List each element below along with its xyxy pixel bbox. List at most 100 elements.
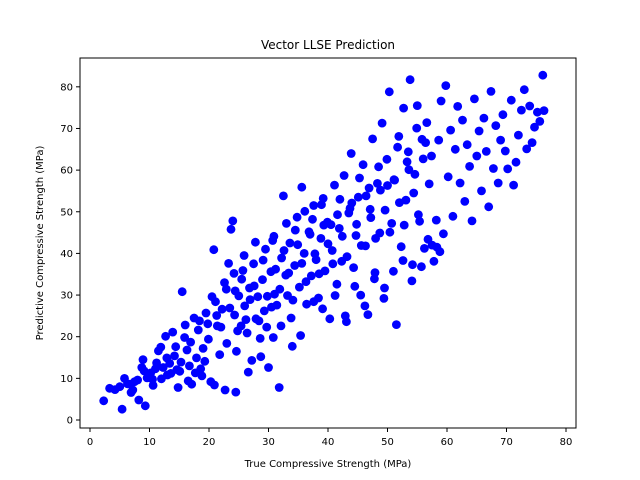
data-point — [484, 202, 494, 212]
data-point — [237, 274, 247, 284]
data-point — [458, 115, 467, 125]
data-point — [380, 283, 389, 293]
data-point — [284, 268, 294, 278]
x-tick-label: 30 — [262, 437, 275, 448]
data-point — [422, 118, 432, 127]
x-tick-label: 50 — [381, 437, 394, 448]
data-point — [176, 357, 186, 367]
chart-title: Vector LLSE Prediction — [261, 38, 395, 52]
data-point — [318, 304, 327, 314]
data-point — [511, 157, 521, 167]
data-point — [293, 240, 303, 250]
data-point — [319, 220, 329, 230]
data-point — [183, 376, 193, 386]
data-point — [314, 269, 324, 279]
data-point — [334, 224, 344, 233]
data-point — [535, 117, 545, 126]
data-point — [309, 201, 319, 210]
data-point — [215, 350, 225, 359]
data-point — [170, 351, 179, 361]
data-point — [220, 278, 229, 287]
data-point — [203, 319, 213, 329]
data-point — [402, 157, 412, 167]
data-point — [360, 301, 370, 311]
data-point — [421, 138, 430, 148]
data-point — [305, 229, 315, 239]
data-point — [418, 154, 428, 164]
data-point — [414, 210, 423, 220]
y-tick-label: 40 — [60, 249, 73, 260]
data-point — [210, 380, 219, 390]
data-point — [201, 308, 211, 318]
data-point — [355, 173, 364, 183]
data-point — [261, 244, 270, 254]
data-point — [371, 234, 380, 243]
data-point — [403, 147, 413, 157]
x-tick-label: 0 — [87, 437, 93, 448]
data-point — [395, 198, 404, 208]
data-point — [368, 134, 377, 144]
data-point — [290, 225, 300, 235]
data-point — [408, 260, 417, 270]
data-point — [330, 180, 339, 190]
data-point — [387, 219, 397, 228]
data-point — [233, 326, 243, 336]
data-point — [297, 182, 307, 192]
data-point — [275, 284, 285, 294]
data-point — [207, 292, 217, 302]
data-point — [522, 144, 532, 154]
data-point — [340, 311, 350, 321]
data-point — [431, 215, 441, 225]
data-point — [356, 290, 366, 300]
data-point — [140, 401, 150, 411]
data-point — [365, 204, 375, 214]
data-point — [229, 269, 239, 278]
data-point — [256, 352, 266, 362]
data-point — [204, 334, 213, 344]
x-tick-label: 40 — [322, 437, 335, 448]
data-point — [436, 96, 446, 106]
data-point — [389, 266, 398, 276]
y-tick-label: 30 — [60, 291, 73, 302]
data-point — [377, 118, 387, 128]
data-point — [453, 102, 463, 111]
data-point — [405, 75, 415, 85]
y-tick-label: 10 — [60, 374, 73, 385]
data-point — [330, 291, 340, 300]
data-point — [460, 197, 470, 206]
data-point — [412, 101, 422, 110]
data-point — [175, 366, 185, 376]
data-point — [238, 266, 248, 275]
y-tick-label: 70 — [60, 124, 73, 135]
data-point — [253, 292, 263, 302]
data-point — [162, 353, 172, 363]
data-point — [193, 325, 203, 335]
data-point — [351, 231, 361, 240]
data-point — [467, 216, 477, 226]
data-point — [212, 311, 222, 320]
data-point — [539, 106, 549, 115]
data-point — [415, 216, 424, 226]
data-point — [259, 306, 269, 316]
data-point — [509, 180, 518, 190]
data-point — [222, 339, 232, 348]
data-point — [489, 164, 498, 173]
data-point — [192, 353, 201, 363]
data-point — [157, 374, 166, 384]
y-tick-label: 60 — [60, 166, 73, 177]
data-point — [398, 256, 408, 265]
data-point — [231, 387, 241, 397]
data-point — [404, 165, 414, 175]
data-point — [410, 169, 420, 179]
data-point — [285, 238, 295, 248]
data-point — [323, 239, 333, 249]
data-point — [133, 375, 143, 385]
data-point — [479, 113, 489, 123]
data-point — [197, 371, 207, 381]
data-point — [462, 140, 472, 150]
data-point — [276, 321, 286, 331]
data-point — [527, 138, 537, 148]
data-point — [366, 213, 376, 223]
data-point — [517, 105, 526, 115]
